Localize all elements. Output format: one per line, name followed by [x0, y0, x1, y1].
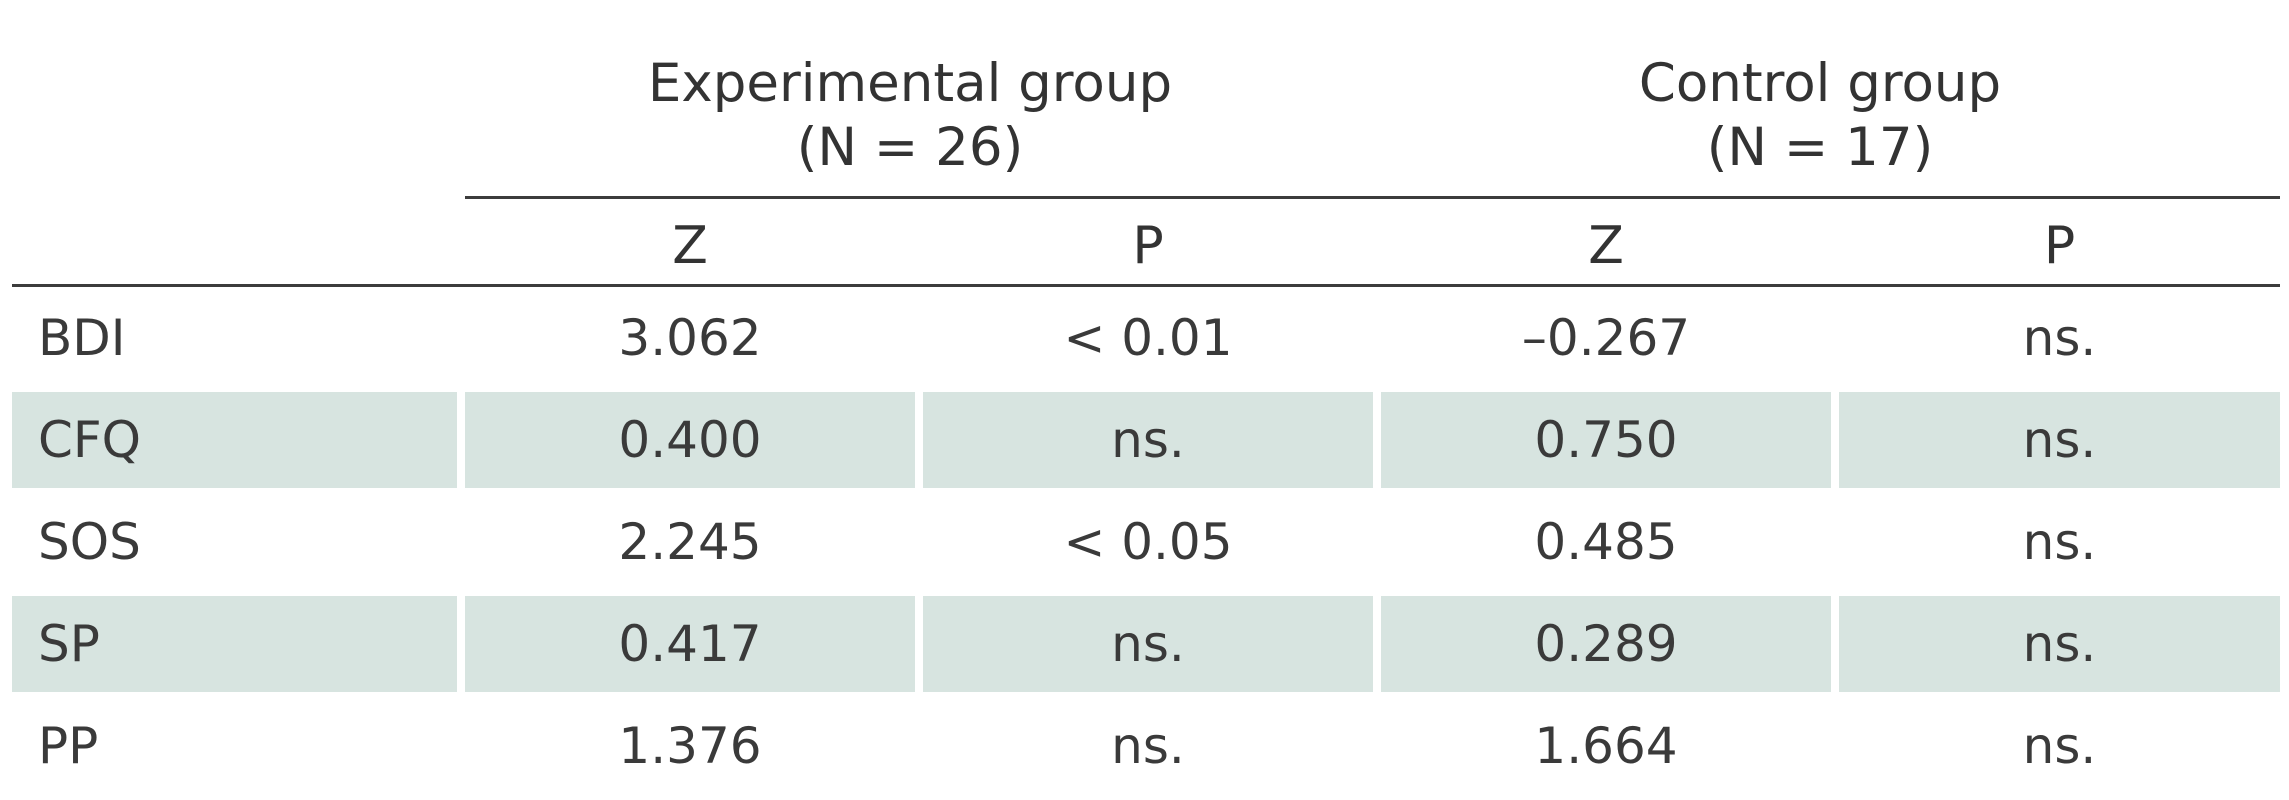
table-cell: < 0.01 [1063, 309, 1233, 367]
table-cell: ns. [923, 596, 1373, 692]
table-cell: 3.062 [618, 309, 762, 367]
table-cell: ns. [923, 392, 1373, 488]
experimental-group-header: Experimental group (N = 26) [460, 52, 1360, 180]
table-cell: ns. [2022, 513, 2097, 571]
column-header-experimental-z: Z [672, 216, 708, 276]
table-cell: 0.400 [465, 392, 915, 488]
table-cell: 0.417 [465, 596, 915, 692]
table-cell: 1.664 [1534, 717, 1678, 775]
table-cell: 0.289 [1381, 596, 1831, 692]
control-group-header: Control group (N = 17) [1370, 52, 2270, 180]
row-label: SP [12, 596, 457, 692]
table-cell: ns. [2022, 717, 2097, 775]
experimental-group-n: (N = 26) [796, 117, 1024, 178]
control-group-title: Control group [1638, 53, 2002, 114]
table-cell: ns. [1839, 596, 2280, 692]
control-group-n: (N = 17) [1706, 117, 1934, 178]
table-cell: ns. [2022, 309, 2097, 367]
table-cell: 1.376 [618, 717, 762, 775]
table-cell: ns. [1839, 392, 2280, 488]
column-header-rule [12, 284, 2280, 287]
row-label: PP [38, 717, 99, 775]
group-header-rule [465, 196, 2280, 199]
table-cell: 2.245 [618, 513, 762, 571]
column-header-experimental-p: P [1132, 216, 1164, 276]
table-cell: ns. [1111, 717, 1185, 775]
table-cell: –0.267 [1521, 309, 1691, 367]
column-header-control-p: P [2043, 216, 2076, 276]
table-cell: 0.750 [1381, 392, 1831, 488]
table-cell: < 0.05 [1063, 513, 1233, 571]
table-cell: 0.485 [1534, 513, 1678, 571]
row-label: BDI [38, 309, 126, 367]
row-label: SOS [38, 513, 141, 571]
row-label: CFQ [12, 392, 457, 488]
column-header-control-z: Z [1588, 216, 1624, 276]
experimental-group-title: Experimental group [647, 53, 1173, 114]
